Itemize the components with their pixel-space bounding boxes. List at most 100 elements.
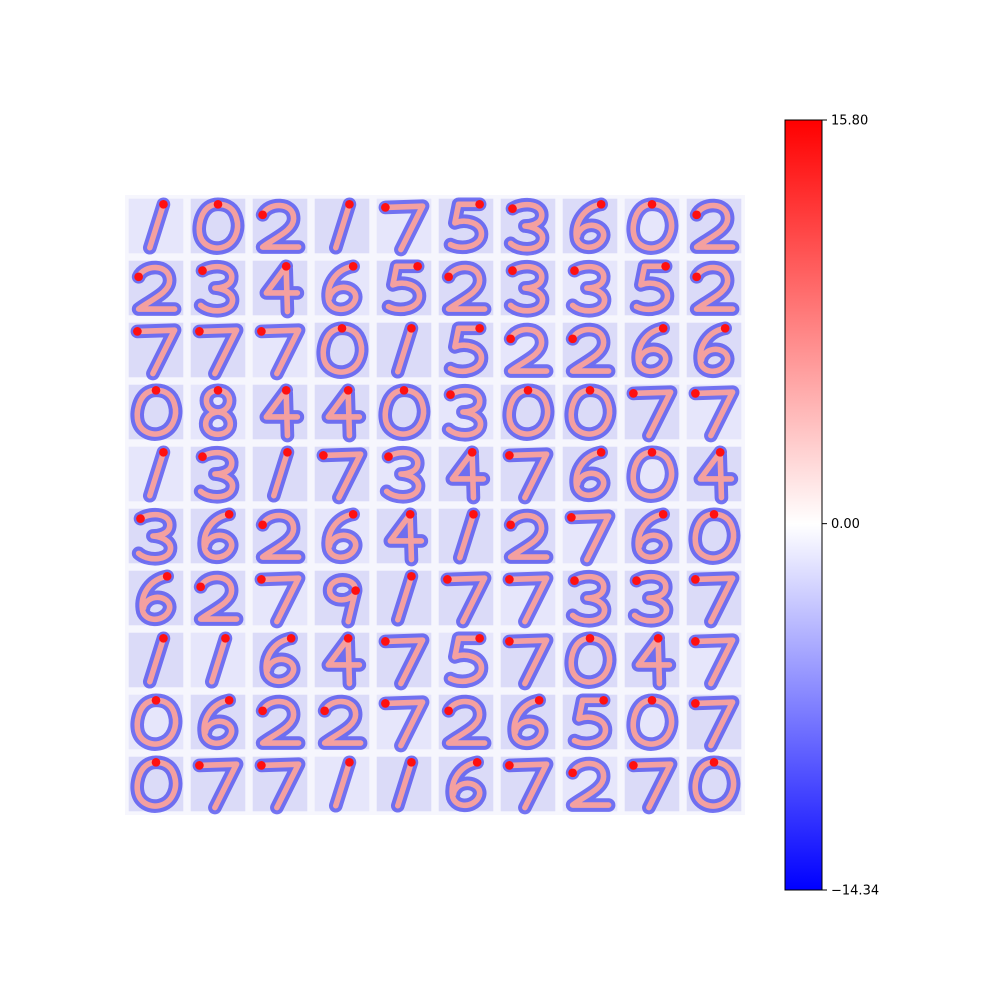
digit-hotspot [585, 633, 595, 643]
digit-tile [500, 197, 556, 256]
digit-hotspot [337, 323, 347, 333]
digit-hotspot [198, 452, 207, 461]
digit-stroke [321, 698, 364, 746]
digit-stroke [385, 263, 423, 313]
digit-hotspot [348, 261, 358, 271]
digit-stroke [196, 201, 241, 251]
digit-hotspot [159, 447, 168, 457]
digit-tile [190, 756, 246, 815]
digit-tile [252, 259, 308, 319]
digit-tile [128, 322, 184, 381]
digit-hotspot [567, 513, 576, 522]
digit-stroke [571, 697, 609, 747]
digit-hotspot [523, 385, 533, 395]
digit-hotspot [629, 389, 638, 398]
digit-tile [314, 446, 370, 505]
digit-stroke [333, 759, 353, 809]
digit-tile [624, 197, 680, 255]
digit-tile [128, 569, 184, 627]
digit-hotspot [475, 199, 484, 209]
digit-stroke [692, 575, 736, 625]
digit-stroke [506, 387, 551, 437]
digit-stroke [382, 203, 426, 253]
digit-tile [686, 384, 742, 443]
digit-tile [252, 508, 308, 564]
digit-stroke [507, 263, 546, 314]
digit-stroke [630, 761, 674, 811]
colorbar-tick-label: −14.34 [831, 884, 879, 899]
digit-hotspot [709, 509, 719, 519]
digit-stroke [633, 263, 671, 313]
digit-stroke [573, 201, 607, 251]
digit-tile [376, 198, 432, 257]
digit-stroke [387, 511, 425, 563]
digit-hotspot [596, 199, 606, 209]
digit-hotspot [505, 761, 514, 770]
digit-hotspot [508, 204, 517, 213]
digit-stroke [197, 574, 240, 622]
digit-stroke [630, 449, 675, 499]
digit-tile [190, 322, 246, 381]
digit-stroke [692, 389, 736, 439]
digit-stroke [457, 511, 477, 561]
digit-stroke [511, 697, 545, 747]
digit-hotspot [413, 261, 422, 271]
digit-stroke [692, 699, 736, 749]
digit-tile [252, 570, 308, 629]
digit-hotspot [475, 633, 484, 643]
digit-hotspot [505, 451, 514, 460]
digit-stroke [692, 511, 737, 561]
digit-tile [562, 756, 618, 812]
digit-stroke [447, 635, 485, 685]
digit-hotspot [570, 576, 579, 585]
digit-tile [438, 321, 494, 379]
digit-tile [500, 383, 556, 441]
digit-stroke [507, 512, 550, 560]
digit-hotspot [715, 447, 725, 457]
digit-hotspot [570, 266, 579, 275]
digit-tile [624, 384, 680, 443]
digit-stroke [506, 451, 550, 501]
digit-hotspot [343, 385, 353, 395]
digit-tile [500, 756, 556, 815]
digit-tile [252, 756, 308, 815]
digit-stroke [326, 577, 359, 625]
digit-hotspot [343, 633, 353, 643]
digit-hotspot [351, 586, 360, 595]
digit-tile [190, 383, 246, 442]
digit-stroke [693, 264, 736, 312]
digit-hotspot [384, 452, 393, 461]
digit-tile [128, 260, 184, 316]
digit-tile [128, 693, 184, 751]
digit-tile [686, 198, 742, 254]
digit-tile [562, 197, 618, 255]
digit-tile [438, 445, 494, 505]
digit-hotspot [647, 447, 657, 457]
digit-stroke [325, 511, 359, 561]
digit-tile [190, 197, 246, 255]
digit-tile [376, 383, 432, 441]
digit-tile [376, 755, 432, 813]
digit-hotspot [691, 389, 700, 398]
digit-stroke [631, 573, 670, 624]
digit-tile [314, 259, 370, 317]
digit-stroke [147, 201, 167, 251]
digit-tile [252, 694, 308, 750]
digit-hotspot [348, 509, 358, 519]
digit-stroke [573, 449, 607, 499]
digit-stroke [697, 325, 731, 375]
digit-tile [438, 197, 494, 255]
digit-tile [252, 631, 308, 689]
digit-tile [562, 259, 618, 318]
digit-tile [686, 445, 742, 505]
digit-hotspot [162, 571, 172, 581]
digit-stroke [197, 263, 236, 314]
digit-hotspot [133, 327, 142, 336]
digit-stroke [382, 387, 427, 437]
digit-stroke [395, 325, 415, 375]
digit-stroke [395, 759, 415, 809]
digit-tile [686, 694, 742, 753]
digit-hotspot [281, 261, 291, 271]
digit-hotspot [134, 272, 143, 282]
digit-stroke [196, 761, 240, 811]
